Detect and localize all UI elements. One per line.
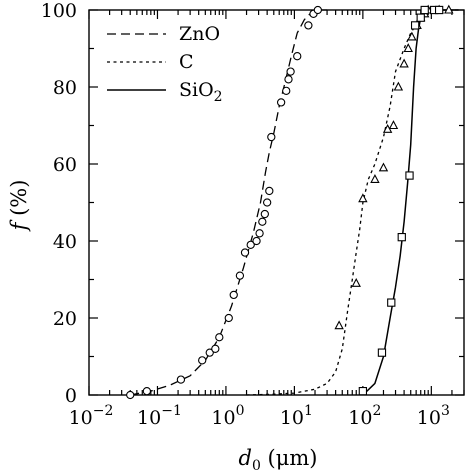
y-axis-ticks: 0 20 40 60 80 100 — [41, 0, 464, 407]
y-tick-label: 40 — [53, 231, 77, 253]
legend-label: SiO2 — [179, 79, 223, 105]
data-point-zno — [260, 209, 269, 219]
y-tick-label: 0 — [65, 385, 77, 407]
data-point-sio — [416, 13, 425, 22]
data-point-zno — [255, 229, 264, 238]
data-point-zno — [267, 132, 276, 142]
data-point-zno — [240, 248, 250, 257]
data-point-sio — [420, 5, 429, 15]
data-point-zno — [198, 356, 207, 365]
y-tick-label: 80 — [53, 77, 77, 99]
data-point-c — [334, 320, 344, 330]
data-point-zno — [276, 98, 286, 107]
y-axis-title: f (%) — [7, 180, 31, 233]
y-axis-unit: (%) — [7, 180, 31, 223]
data-point-zno — [246, 240, 255, 249]
x-tick-label: 102 — [348, 403, 381, 429]
x-tick-label: 10−1 — [137, 403, 182, 429]
legend: ZnO C SiO2 — [107, 23, 223, 105]
data-point-zno — [229, 290, 238, 300]
data-point-sio — [387, 298, 396, 307]
data-point-c — [407, 31, 417, 41]
data-point-zno — [215, 333, 224, 342]
data-point-sio — [405, 171, 414, 180]
plot-frame — [88, 9, 465, 396]
data-point-c — [444, 4, 454, 14]
legend-label: C — [179, 51, 194, 73]
data-point-zno — [313, 5, 322, 15]
data-point-c — [403, 43, 413, 53]
data-point-zno — [224, 313, 233, 323]
legend-label: ZnO — [179, 23, 220, 45]
data-point-zno — [282, 86, 291, 95]
data-point-c — [393, 81, 404, 91]
x-axis-symbol: d — [239, 446, 252, 470]
data-point-sio — [358, 386, 368, 396]
data-point-zno — [205, 348, 214, 357]
data-point-zno — [286, 67, 295, 76]
data-point-zno — [126, 390, 135, 400]
series-line-sio — [362, 9, 459, 396]
data-point-zno — [252, 236, 261, 246]
data-point-c — [370, 174, 380, 183]
x-axis-ticks: 10−2 10−1 100 101 102 103 — [69, 10, 465, 429]
data-point-sio — [397, 233, 406, 242]
y-tick-label: 20 — [53, 308, 77, 330]
y-tick-label: 100 — [41, 0, 77, 22]
data-point-zno — [235, 271, 245, 280]
x-axis-unit: (μm) — [261, 446, 318, 470]
data-point-c — [388, 120, 399, 130]
y-axis-symbol: f — [7, 219, 31, 232]
data-point-zno — [263, 198, 272, 207]
data-point-sio — [377, 348, 387, 357]
x-tick-label: 100 — [211, 403, 244, 429]
data-point-zno — [258, 217, 267, 226]
data-point-zno — [142, 386, 152, 396]
x-tick-label: 101 — [280, 403, 313, 429]
data-point-c — [358, 193, 368, 203]
data-point-sio — [434, 5, 444, 15]
data-point-sio — [410, 21, 420, 30]
data-point-zno — [304, 21, 313, 30]
data-point-c — [399, 58, 409, 68]
x-tick-label: 103 — [417, 403, 450, 429]
data-point-c — [351, 277, 361, 287]
data-point-c — [378, 162, 389, 172]
x-axis-subscript: 0 — [252, 458, 261, 474]
data-point-zno — [176, 375, 186, 384]
y-tick-label: 60 — [53, 154, 77, 176]
series-markers — [126, 4, 454, 400]
data-point-zno — [211, 344, 220, 353]
data-point-zno — [284, 75, 293, 84]
series-line-c — [246, 9, 452, 396]
x-tick-label: 10−2 — [69, 403, 114, 429]
data-point-zno — [265, 186, 274, 196]
data-point-zno — [293, 52, 302, 61]
x-axis-title: d0 (μm) — [239, 446, 318, 474]
series-line-zno — [130, 9, 328, 396]
